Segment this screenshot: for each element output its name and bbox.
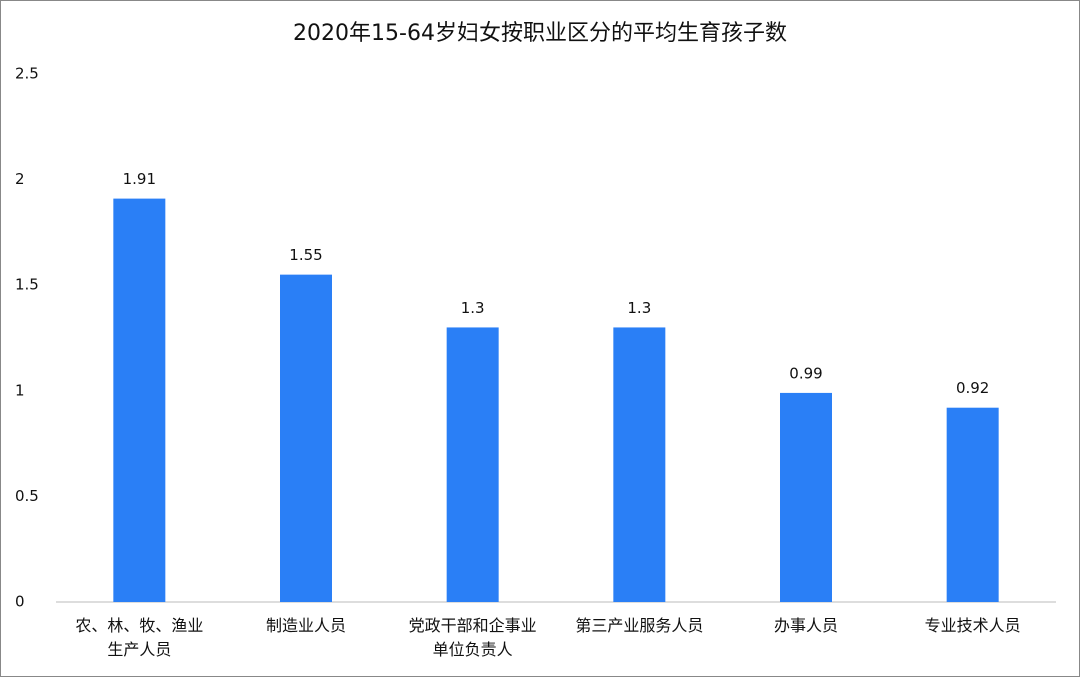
x-tick-label: 农、林、牧、渔业生产人员: [75, 616, 204, 659]
x-tick-label: 制造业人员: [265, 616, 346, 635]
y-tick-label: 0: [15, 593, 25, 611]
bar: [446, 327, 499, 602]
y-tick-label: 1.5: [15, 276, 39, 294]
y-tick-label: 2.5: [15, 65, 39, 83]
bar: [946, 407, 999, 602]
y-tick-label: 1: [15, 381, 25, 399]
data-label: 0.92: [956, 379, 989, 397]
x-tick-label: 专业技术人员: [924, 616, 1021, 635]
data-label: 1.3: [627, 299, 651, 317]
y-tick-label: 2: [15, 170, 25, 188]
x-tick-label: 办事人员: [773, 616, 838, 635]
y-tick-label: 0.5: [15, 487, 39, 505]
data-label: 1.55: [289, 246, 322, 264]
bar: [113, 198, 166, 602]
data-label: 0.99: [789, 364, 822, 382]
x-tick-label: 党政干部和企事业单位负责人: [408, 616, 537, 659]
x-tick-label: 第三产业服务人员: [575, 616, 704, 635]
data-label: 1.3: [461, 299, 485, 317]
data-label: 1.91: [123, 170, 156, 188]
bar: [613, 327, 666, 602]
bar: [780, 392, 832, 602]
chart-title: 2020年15-64岁妇女按职业区分的平均生育孩子数: [293, 21, 787, 46]
bar: [280, 274, 332, 602]
